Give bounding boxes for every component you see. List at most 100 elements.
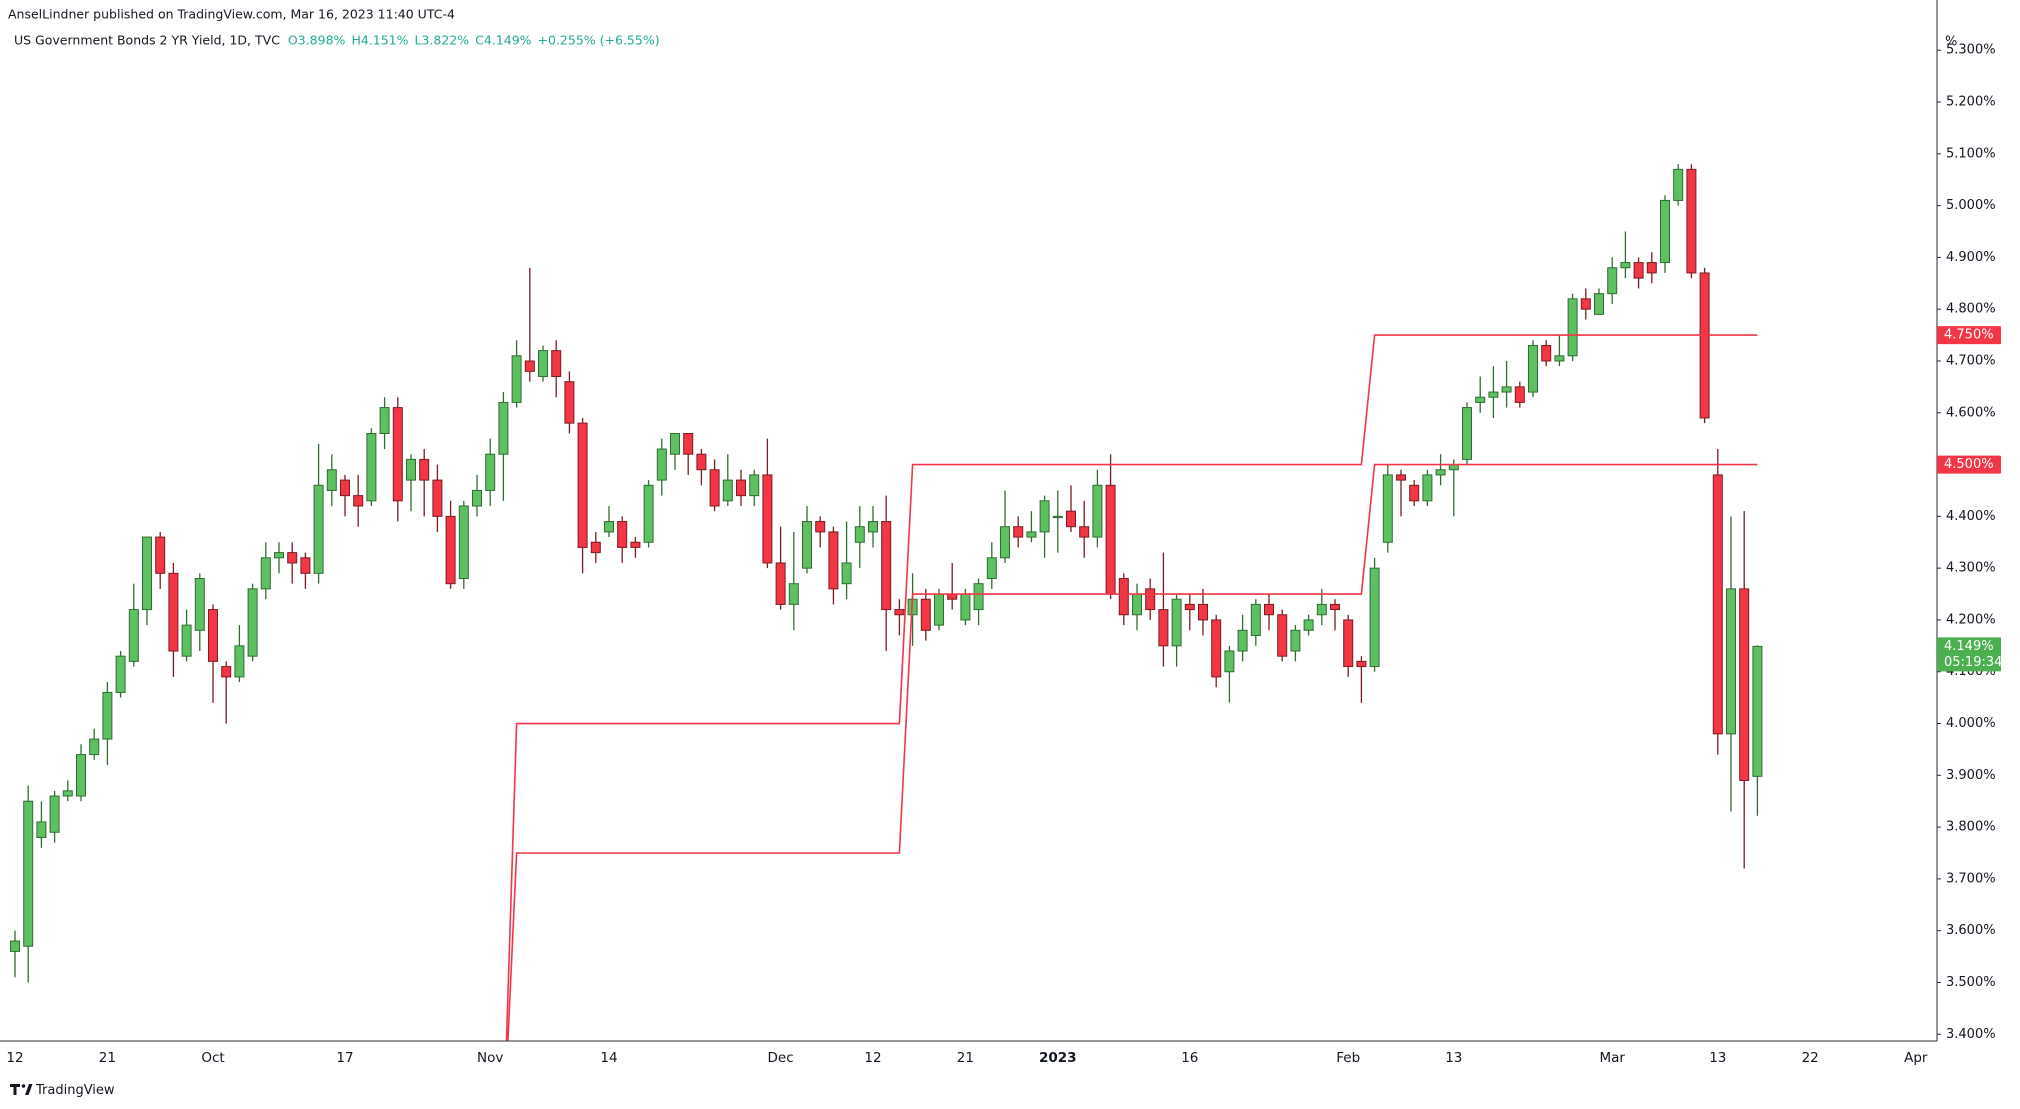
candle-body [115, 655, 126, 693]
y-tick-label: 4.800% [1946, 302, 1996, 317]
candle-body [934, 593, 944, 626]
x-tick-label: 16 [1181, 1050, 1198, 1066]
candle-body [1382, 474, 1393, 543]
x-tick-label: 21 [99, 1050, 116, 1066]
candle-body [1079, 526, 1090, 538]
symbol-legend: US Government Bonds 2 YR Yield, 1D, TVC … [14, 33, 660, 48]
candle-body [1594, 293, 1604, 315]
candle-body [630, 541, 641, 548]
candle-body [247, 588, 258, 657]
x-tick-label: 13 [1445, 1050, 1462, 1066]
candle-body [643, 484, 654, 543]
candle-body [287, 552, 298, 564]
x-tick-label: 22 [1802, 1050, 1819, 1066]
candle-body [1422, 474, 1433, 502]
candle-body [1567, 298, 1578, 357]
candle-body [1620, 262, 1631, 269]
candle-body [920, 598, 931, 631]
y-tick-label: 4.000% [1946, 716, 1996, 731]
candle-body [366, 432, 377, 502]
candle-body [1699, 272, 1710, 419]
candle-body [617, 521, 628, 548]
candle-body [1488, 391, 1499, 398]
y-tick-label: 4.200% [1946, 612, 1996, 627]
candle-body [62, 790, 73, 797]
candle-body [881, 521, 892, 611]
candle-body [1132, 593, 1142, 616]
candle-body [406, 458, 416, 481]
candle-body [1224, 650, 1235, 673]
candle-body [868, 521, 878, 533]
candle-body [1316, 603, 1327, 616]
y-tick-label: 3.700% [1946, 871, 1996, 886]
candle-body [194, 578, 205, 631]
candle-body [709, 469, 720, 507]
price-unit: % [1945, 35, 1957, 50]
candle-body [604, 521, 614, 533]
candle-body [1541, 344, 1552, 362]
candle-body [696, 453, 707, 471]
y-tick-label: 5.000% [1946, 198, 1996, 213]
x-tick-label: 12 [6, 1050, 23, 1066]
x-tick-label: 14 [600, 1050, 617, 1066]
price-label-box [1937, 455, 2001, 474]
candle-body [1211, 619, 1222, 678]
price-label: 4.500% [1944, 457, 1994, 472]
candle-body [1646, 262, 1657, 274]
y-tick-label: 5.100% [1946, 146, 1996, 161]
candle-body [986, 557, 997, 580]
candle-body [1105, 484, 1116, 595]
y-tick-label: 3.800% [1946, 820, 1996, 835]
y-tick-label: 4.600% [1946, 405, 1996, 420]
candle-body [49, 795, 60, 833]
candle-body [326, 469, 337, 491]
candle-body [841, 562, 852, 585]
y-tick-label: 4.300% [1946, 561, 1996, 576]
candle-body [1066, 510, 1076, 528]
candle-body [524, 360, 535, 372]
candle-body [1000, 526, 1010, 559]
candle-body [1198, 603, 1208, 621]
candle-body [1712, 474, 1723, 735]
publisher-line: AnselLindner published on TradingView.co… [8, 7, 455, 22]
candle-body [10, 940, 20, 952]
candle-body [181, 624, 192, 657]
candle-body [1739, 588, 1750, 781]
x-tick-label: Apr [1904, 1050, 1928, 1066]
y-tick-label: 5.200% [1946, 95, 1996, 110]
candle-body [1039, 500, 1050, 533]
logo-mark [10, 1084, 20, 1095]
candle-body [485, 453, 496, 491]
candle-body [168, 572, 179, 652]
candle-body [1726, 588, 1736, 735]
candle-body [749, 474, 760, 497]
candle-body [23, 800, 34, 947]
candle-body [313, 484, 324, 574]
candle-body [89, 738, 100, 756]
candle-body [1356, 660, 1367, 668]
candle-body [445, 515, 456, 585]
price-label-box [1937, 326, 2001, 345]
candle-body [1475, 396, 1486, 403]
brand: TradingView [35, 1083, 115, 1098]
candle-body [353, 495, 364, 507]
candle-body [142, 536, 152, 611]
level-line [507, 463, 1758, 1041]
candle-body [1633, 262, 1644, 279]
ohlc-value: L3.822% [415, 33, 470, 48]
candle-body [260, 557, 271, 590]
candle-body [960, 593, 971, 621]
candle-body [340, 479, 350, 497]
candle-body [472, 489, 482, 507]
candle-body [274, 552, 284, 559]
candle-body [392, 407, 403, 502]
candle-body [1092, 484, 1103, 538]
candle-body [1052, 515, 1063, 519]
candle-body [1660, 199, 1670, 264]
x-tick-label: 12 [864, 1050, 881, 1066]
x-tick-label: 2023 [1039, 1050, 1077, 1066]
candle-body [1026, 531, 1037, 538]
plot-area [10, 164, 1763, 1041]
candle-body [1158, 609, 1169, 647]
